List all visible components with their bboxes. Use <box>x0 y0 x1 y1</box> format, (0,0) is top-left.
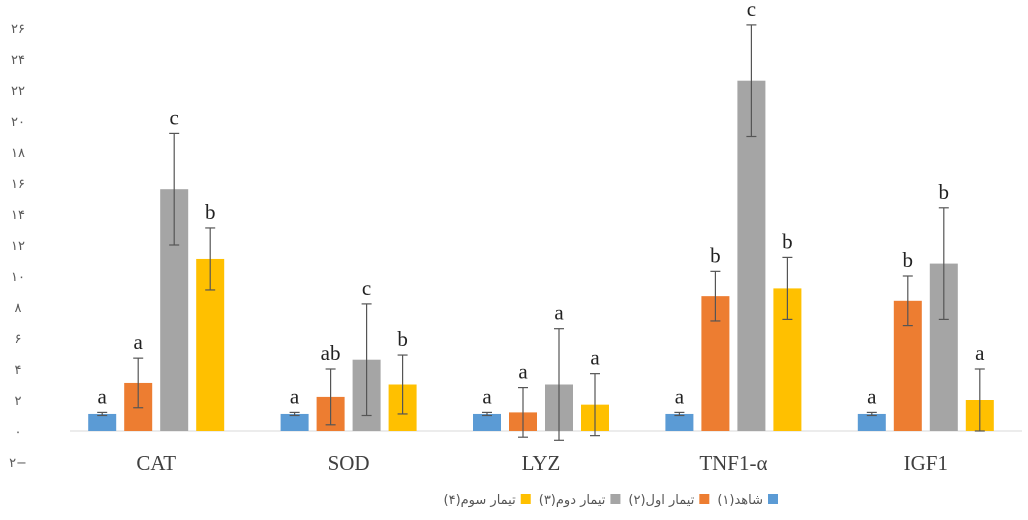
significance-label: a <box>675 384 685 408</box>
y-tick-label: ۱۰ <box>11 270 25 285</box>
legend-item: شاهد(۱) <box>717 493 778 508</box>
significance-label: a <box>975 341 985 365</box>
bars <box>88 80 994 431</box>
significance-label: a <box>482 384 492 408</box>
y-tick-label: ۱۲ <box>11 239 25 254</box>
significance-label: b <box>903 248 914 272</box>
y-tick-label: ۶ <box>15 332 22 347</box>
significance-label: b <box>939 180 950 204</box>
bar <box>665 413 694 431</box>
error-bar <box>974 368 985 432</box>
bar <box>473 413 501 431</box>
category-label: CAT <box>136 451 176 475</box>
bar <box>280 413 309 431</box>
significance-label: c <box>747 0 756 21</box>
error-bar <box>746 24 757 138</box>
error-bar <box>554 328 564 441</box>
error-bar <box>133 357 144 409</box>
error-bar <box>710 270 721 322</box>
error-bar <box>205 227 216 291</box>
bar <box>88 413 117 431</box>
error-bar <box>902 275 913 327</box>
error-bar <box>674 411 685 417</box>
legend-item: تیمار سوم(۴) <box>444 493 531 508</box>
error-bar <box>169 132 180 246</box>
y-tick-label: ۲ <box>15 394 22 409</box>
x-axis-categories: CAT SOD LYZ TNF1-α IGF1 <box>136 451 948 475</box>
error-bar <box>482 411 492 417</box>
legend-swatch <box>610 494 621 504</box>
error-bar <box>518 387 528 438</box>
y-tick-label: ۱۸ <box>11 146 25 161</box>
error-bar <box>866 411 877 417</box>
significance-label: a <box>290 384 300 408</box>
error-bar <box>397 354 408 415</box>
significance-label: a <box>867 384 877 408</box>
legend-label: تیمار سوم(۴) <box>444 493 517 508</box>
legend-item: تیمار دوم(۳) <box>539 493 621 508</box>
significance-label: b <box>782 229 793 253</box>
y-tick-label: ۲۲ <box>11 84 25 99</box>
error-bar <box>590 373 600 437</box>
y-tick-label: ۲۴ <box>11 53 25 68</box>
significance-label: a <box>134 330 144 354</box>
error-bar <box>782 256 793 320</box>
legend-label: تیمار دوم(۳) <box>539 493 606 508</box>
significance-label: ab <box>321 341 341 365</box>
y-tick-label: ۰ <box>15 425 22 440</box>
significance-label: a <box>554 301 564 325</box>
category-label: LYZ <box>522 451 561 475</box>
legend: شاهد(۱) تیمار اول(۲) تیمار دوم(۳) تیمار سوم… <box>444 493 778 508</box>
y-tick-label: ۲۶ <box>11 22 25 37</box>
error-bar <box>361 303 372 417</box>
error-bar <box>289 411 300 417</box>
error-bar <box>325 368 336 426</box>
y-tick-label: ۸ <box>15 301 22 316</box>
legend-item: تیمار اول(۲) <box>628 493 710 508</box>
significance-label: c <box>362 276 371 300</box>
significance-label: c <box>170 105 179 129</box>
significance-label: b <box>397 327 408 351</box>
y-tick-label: ۱۶ <box>11 177 25 192</box>
significance-label: a <box>98 384 108 408</box>
significance-label: a <box>518 360 528 384</box>
y-tick-label: ۲۰ <box>11 115 25 130</box>
error-bar <box>938 207 949 320</box>
y-tick-label: ۲− <box>9 456 27 471</box>
category-label: IGF1 <box>904 451 948 475</box>
bar <box>737 80 766 431</box>
y-tick-label: ۱۴ <box>11 208 25 223</box>
legend-swatch <box>768 494 778 504</box>
significance-label: b <box>710 243 721 267</box>
significance-label: a <box>590 346 600 370</box>
error-bars <box>97 24 985 441</box>
category-label: TNF1-α <box>699 451 767 475</box>
bar <box>857 413 886 431</box>
category-label: SOD <box>328 451 370 475</box>
legend-label: تیمار اول(۲) <box>628 493 694 508</box>
legend-swatch <box>520 494 531 504</box>
y-tick-label: ۴ <box>15 363 22 378</box>
legend-swatch <box>699 494 710 504</box>
significance-label: b <box>205 200 216 224</box>
legend-label: شاهد(۱) <box>717 493 763 508</box>
error-bar <box>97 411 108 417</box>
